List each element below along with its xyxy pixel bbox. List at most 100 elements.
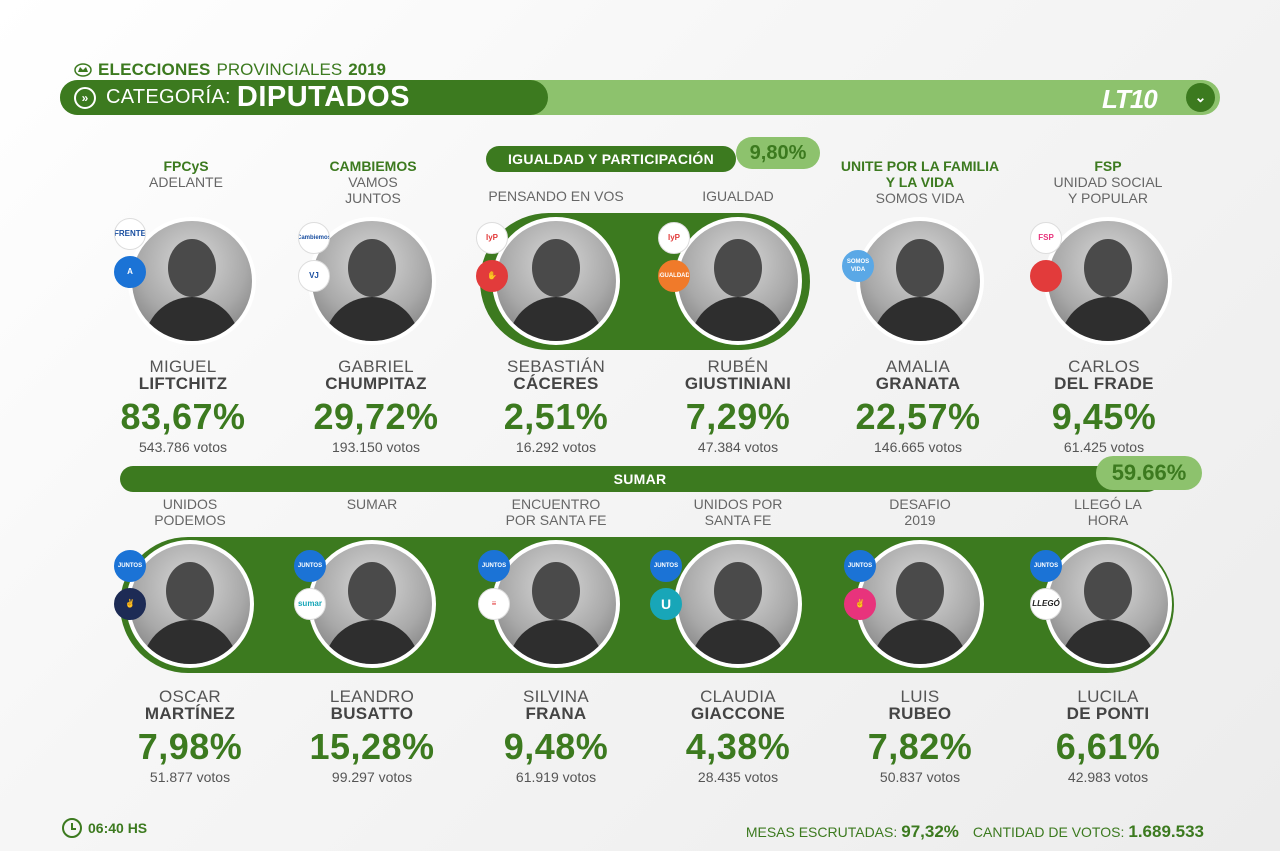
candidate-votes: 42.983 votos [1067, 769, 1149, 785]
candidate-votes: 47.384 votos [697, 439, 779, 455]
candidate-last-name: LIFTCHITZ [138, 374, 228, 393]
candidate-pct: 9,48% [503, 726, 609, 767]
candidate-pct: 7,98% [137, 726, 243, 767]
title-light: PROVINCIALES [216, 60, 343, 79]
candidate-first-name: MIGUEL [149, 357, 217, 376]
party-badges: JUNTOS ✌ [842, 550, 878, 620]
candidate-first-name: OSCAR [159, 687, 221, 706]
candidate-pct: 2,51% [503, 396, 609, 437]
candidate-pct: 6,61% [1055, 726, 1161, 767]
candidate-photo[interactable] [492, 540, 620, 668]
party-label: CAMBIEMOS VAMOS JUNTOS [329, 158, 417, 206]
candidate-card: LUIS RUBEO 7,82% 50.837 votos [820, 688, 1020, 785]
candidate-last-name: FRANA [525, 704, 587, 723]
igualdad-participacion-logo-icon: IyP [476, 222, 508, 254]
candidate-pct: 29,72% [313, 396, 439, 437]
candidate-votes: 61.425 votos [1063, 439, 1145, 455]
candidate-card: LEANDRO BUSATTO 15,28% 99.297 votos [272, 688, 472, 785]
party-label: SUMAR [346, 496, 398, 512]
candidate-votes: 99.297 votos [331, 769, 413, 785]
candidate-photo[interactable] [674, 217, 802, 345]
adelante-logo-icon: A [114, 256, 146, 288]
candidate-last-name: CÁCERES [513, 374, 599, 393]
party-label: UNIDOS POR SANTA FE [693, 496, 783, 528]
party-badges: IyP ✋ [474, 222, 510, 292]
candidate-last-name: MARTÍNEZ [144, 704, 236, 723]
party-badges: FSP [1028, 222, 1064, 292]
llego-la-hora-logo-icon: LLEGÓ [1030, 588, 1062, 620]
update-time: 06:40 HS [62, 818, 147, 838]
candidate-votes: 543.786 votos [139, 439, 227, 455]
candidate-first-name: CARLOS [1068, 357, 1140, 376]
header-title: ELECCIONES PROVINCIALES 2019 [74, 60, 386, 80]
candidate-first-name: AMALIA [885, 357, 951, 376]
candidate-photo[interactable] [126, 540, 254, 668]
candidate-photo[interactable] [1044, 540, 1172, 668]
party-label: DESAFIO 2019 [889, 496, 951, 528]
party-badges: JUNTOS ≡ [476, 550, 512, 620]
candidate-last-name: CHUMPITAZ [325, 374, 427, 393]
party-label: PENSANDO EN VOS [488, 188, 624, 204]
candidate-photo[interactable] [492, 217, 620, 345]
candidate-pct: 7,29% [685, 396, 791, 437]
fsp-logo-icon: FSP [1030, 222, 1062, 254]
vamos-juntos-logo-icon: VJ [298, 260, 330, 292]
candidate-photo[interactable] [128, 217, 256, 345]
candidate-pct: 4,38% [685, 726, 791, 767]
candidate-last-name: DEL FRADE [1054, 374, 1154, 393]
coalition-sumar-pct: 59.66% [1096, 456, 1202, 490]
candidate-photo[interactable] [856, 217, 984, 345]
party-label: UNIDOS PODEMOS [154, 496, 226, 528]
candidate-photo[interactable] [308, 217, 436, 345]
candidate-card: GABRIEL CHUMPITAZ 29,72% 193.150 votos [276, 358, 476, 455]
party-label: FPCyS ADELANTE [149, 158, 223, 190]
juntos-logo-icon: JUNTOS [844, 550, 876, 582]
category-bar: » CATEGORÍA: DIPUTADOS [60, 80, 548, 115]
fsp-circle-icon [1030, 260, 1062, 292]
candidate-photo[interactable] [856, 540, 984, 668]
candidate-votes: 51.877 votos [149, 769, 231, 785]
party-badges: FRENTE A [112, 218, 148, 288]
category-label: CATEGORÍA: [106, 86, 231, 108]
candidate-card: SEBASTIÁN CÁCERES 2,51% 16.292 votos [456, 358, 656, 455]
somos-vida-logo-icon: SOMOS VIDA [842, 250, 874, 282]
candidate-pct: 7,82% [867, 726, 973, 767]
candidate-pct: 83,67% [120, 396, 246, 437]
title-year: 2019 [348, 60, 387, 79]
candidate-card: LUCILA DE PONTI 6,61% 42.983 votos [1008, 688, 1208, 785]
candidate-votes: 146.665 votos [874, 439, 962, 455]
party-badges: Cambiemos VJ [296, 222, 332, 292]
candidate-last-name: BUSATTO [330, 704, 414, 723]
juntos-logo-icon: JUNTOS [114, 550, 146, 582]
candidate-photo[interactable] [308, 540, 436, 668]
peace-hand-icon: ✌ [114, 588, 146, 620]
mesas-value: 97,32% [901, 822, 959, 841]
igualdad-participacion-logo-icon: IyP [658, 222, 690, 254]
juntos-logo-icon: JUNTOS [478, 550, 510, 582]
candidate-first-name: LUIS [900, 687, 940, 706]
party-badges: JUNTOS ✌ [112, 550, 148, 620]
candidate-last-name: GIACCONE [690, 704, 785, 723]
count-summary: MESAS ESCRUTADAS: 97,32% CANTIDAD DE VOT… [746, 822, 1204, 842]
candidate-first-name: GABRIEL [338, 357, 414, 376]
party-badges: JUNTOS sumar [292, 550, 328, 620]
candidate-first-name: SILVINA [522, 687, 590, 706]
chevrons-down-icon[interactable]: ⌄ [1186, 83, 1215, 112]
party-badges: SOMOS VIDA [840, 250, 876, 282]
candidate-first-name: CLAUDIA [700, 687, 776, 706]
candidate-votes: 193.150 votos [332, 439, 420, 455]
juntos-logo-icon: JUNTOS [294, 550, 326, 582]
candidate-photo[interactable] [674, 540, 802, 668]
igualdad-logo-icon: IGUALDAD [658, 260, 690, 292]
coalition-igualdad-label: IGUALDAD Y PARTICIPACIÓN [486, 146, 736, 172]
candidate-last-name: RUBEO [888, 704, 952, 723]
sumar-logo-icon: sumar [294, 588, 326, 620]
candidate-card: RUBÉN GIUSTINIANI 7,29% 47.384 votos [638, 358, 838, 455]
candidate-first-name: RUBÉN [707, 357, 769, 376]
crown-icon [74, 63, 92, 77]
candidate-card: AMALIA GRANATA 22,57% 146.665 votos [818, 358, 1018, 455]
time-value: 06:40 HS [88, 820, 148, 836]
chevrons-right-icon[interactable]: » [74, 86, 96, 109]
candidate-photo[interactable] [1044, 217, 1172, 345]
party-label: ENCUENTRO POR SANTA FE [505, 496, 607, 528]
